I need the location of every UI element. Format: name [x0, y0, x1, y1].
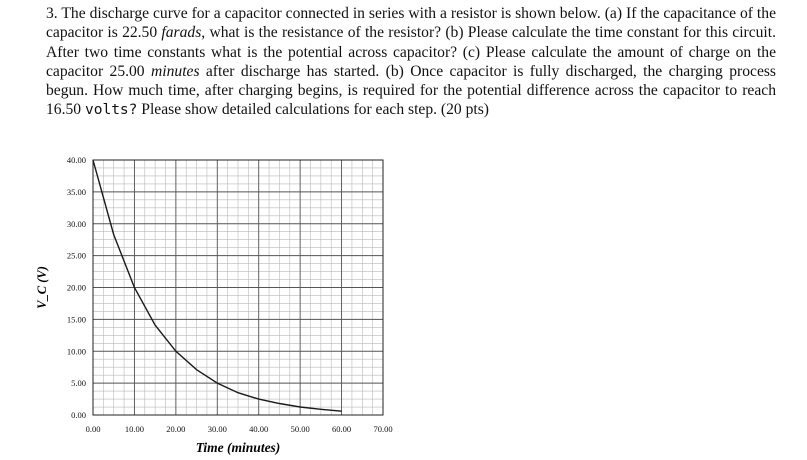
discharge-curve — [92, 159, 342, 412]
x-tick-label: 50.00 — [291, 424, 310, 434]
question-part-2: , what is the resistance of the resistor… — [46, 24, 776, 80]
question-part-4: Please show detailed calculations for ea… — [137, 101, 490, 119]
y-tick-labels: 0.00 5.00 10.00 15.00 20.00 25.00 30.00 35.00 40… — [67, 155, 86, 420]
discharge-chart: 0.00 5.00 10.00 15.00 20.00 25.00 30.00 35.00 40… — [35, 155, 393, 455]
capacitance-unit: farads — [161, 24, 202, 42]
question-part-3: after discharge has started. (b) Once ca… — [46, 62, 776, 100]
y-tick-label: 10.00 — [67, 346, 86, 356]
x-tick-label: 70.00 — [373, 424, 392, 434]
x-tick-labels: 0.00 10.00 20.00 30.00 40.00 50.00 60.00 70.00 — [86, 424, 393, 434]
voltage-unit: volts? — [85, 102, 138, 119]
question-number: 3. — [46, 5, 58, 22]
voltage-value: 16.50 — [46, 101, 82, 119]
x-tick-label: 20.00 — [166, 424, 185, 434]
x-tick-label: 10.00 — [125, 424, 144, 434]
time-value: 25.00 — [109, 62, 145, 80]
y-axis-label: V_C (V) — [35, 266, 49, 309]
y-tick-label: 15.00 — [67, 314, 86, 324]
y-tick-label: 30.00 — [67, 219, 86, 229]
time-unit: minutes — [151, 62, 200, 80]
question-text: 3. The discharge curve for a capacitor c… — [46, 4, 776, 121]
x-tick-label: 40.00 — [249, 424, 268, 434]
y-tick-label: 5.00 — [71, 378, 86, 388]
x-axis-label: Time (minutes) — [196, 440, 281, 455]
x-tick-label: 30.00 — [208, 424, 227, 434]
y-tick-label: 25.00 — [67, 251, 86, 261]
x-tick-label: 0.00 — [86, 424, 101, 434]
y-tick-label: 0.00 — [71, 410, 86, 420]
capacitance-value: 22.50 — [122, 24, 158, 42]
y-tick-label: 35.00 — [67, 187, 86, 197]
question-part-1: The discharge curve for a capacitor conn… — [46, 5, 776, 42]
x-tick-label: 60.00 — [332, 424, 351, 434]
plot-frame — [92, 159, 384, 416]
y-tick-label: 40.00 — [67, 155, 86, 165]
y-tick-label: 20.00 — [67, 283, 86, 293]
